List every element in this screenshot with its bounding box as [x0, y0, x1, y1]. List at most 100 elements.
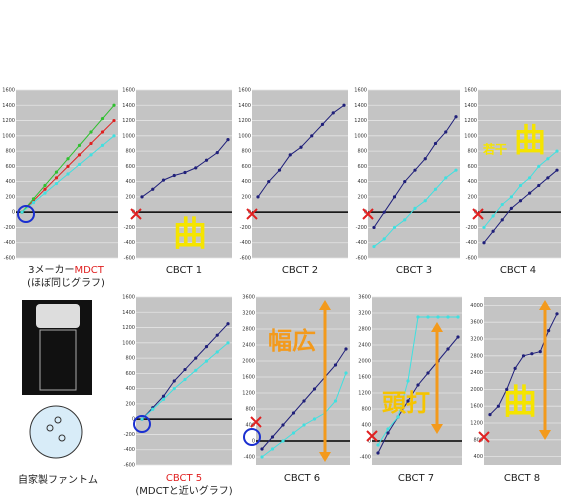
data-point — [426, 371, 429, 374]
y-tick-label: 1200 — [122, 325, 135, 331]
data-point — [482, 226, 485, 229]
data-point — [216, 350, 219, 353]
data-point — [416, 315, 419, 318]
annotation: 若干 — [482, 142, 507, 157]
data-point — [140, 195, 143, 198]
data-point — [260, 455, 263, 458]
slide: 自家製ファントム 3メーカーMDCT (ほぼ同じグラフ) CBCT 1 CBCT… — [0, 0, 561, 499]
title-part: 3メーカー — [28, 264, 74, 276]
data-point — [321, 123, 324, 126]
data-point — [32, 197, 35, 200]
data-point — [32, 201, 35, 204]
data-point — [267, 180, 270, 183]
y-tick-label: 800 — [245, 407, 255, 413]
y-tick-label: -400 — [124, 447, 135, 453]
data-point — [151, 408, 154, 411]
y-tick-label: 1200 — [354, 118, 367, 124]
data-point — [173, 379, 176, 382]
data-point — [66, 157, 69, 160]
data-point — [434, 188, 437, 191]
data-point — [20, 211, 23, 214]
plot-area — [478, 90, 561, 258]
data-point — [482, 241, 485, 244]
annotation: 曲 — [503, 383, 537, 423]
data-point — [216, 334, 219, 337]
data-point — [537, 184, 540, 187]
data-point — [205, 159, 208, 162]
data-point — [334, 399, 337, 402]
y-tick-label: 1200 — [2, 118, 15, 124]
data-point — [278, 169, 281, 172]
data-point — [216, 151, 219, 154]
data-point — [522, 354, 525, 357]
data-point — [501, 218, 504, 221]
y-tick-label: 1600 — [470, 404, 483, 410]
chart-title: CBCT 7 — [398, 473, 434, 484]
y-tick-label: 3600 — [358, 295, 371, 301]
data-point — [256, 195, 259, 198]
y-tick-label: 400 — [241, 179, 251, 185]
data-point — [344, 347, 347, 350]
data-point — [89, 142, 92, 145]
annotation: 曲 — [173, 215, 207, 255]
data-point — [313, 417, 316, 420]
y-tick-label: 1600 — [238, 88, 251, 94]
y-tick-label: 800 — [241, 149, 251, 155]
y-tick-label: 1600 — [354, 88, 367, 94]
y-tick-label: 1400 — [122, 103, 135, 109]
data-point — [55, 182, 58, 185]
data-point — [376, 451, 379, 454]
data-point — [173, 174, 176, 177]
y-tick-label: 1600 — [122, 88, 135, 94]
phantom-photo — [36, 304, 80, 328]
y-tick-label: 600 — [5, 164, 15, 170]
chart-title: CBCT 6 — [284, 473, 320, 484]
data-point — [403, 180, 406, 183]
data-point — [406, 379, 409, 382]
data-point — [55, 170, 58, 173]
data-point — [310, 134, 313, 137]
y-tick-label: 1400 — [122, 310, 135, 316]
y-tick-label: 1200 — [238, 118, 251, 124]
data-point — [555, 312, 558, 315]
y-tick-label: 400 — [125, 386, 135, 392]
y-tick-label: -200 — [466, 225, 477, 231]
chart-title: CBCT 3 — [396, 265, 432, 276]
data-point — [546, 157, 549, 160]
data-point — [497, 405, 500, 408]
data-point — [112, 134, 115, 137]
data-point — [112, 104, 115, 107]
chart-title: 3メーカーMDCT — [28, 264, 105, 276]
y-tick-label: 3600 — [242, 295, 255, 301]
y-tick-label: -600 — [4, 256, 15, 262]
y-tick-label: 1200 — [470, 421, 483, 427]
y-tick-label: 0 — [12, 210, 15, 216]
data-point — [424, 157, 427, 160]
data-point — [510, 207, 513, 210]
y-tick-label: -400 — [356, 240, 367, 246]
data-point — [519, 199, 522, 202]
data-point — [101, 144, 104, 147]
data-point — [492, 214, 495, 217]
data-point — [546, 176, 549, 179]
data-point — [101, 117, 104, 120]
data-point — [162, 398, 165, 401]
data-point — [289, 153, 292, 156]
chart-title: CBCT 1 — [166, 265, 202, 276]
chart-title: CBCT 2 — [282, 265, 318, 276]
data-point — [89, 130, 92, 133]
y-tick-label: 1400 — [464, 103, 477, 109]
y-tick-label: -400 — [240, 240, 251, 246]
y-tick-label: 1600 — [2, 88, 15, 94]
y-tick-label: 2000 — [470, 387, 483, 393]
data-point — [43, 184, 46, 187]
y-tick-label: -600 — [124, 463, 135, 469]
y-tick-label: 800 — [125, 356, 135, 362]
y-tick-label: 600 — [125, 164, 135, 170]
data-point — [528, 191, 531, 194]
data-point — [416, 383, 419, 386]
phantom-caption: 自家製ファントム — [18, 473, 98, 486]
data-point — [434, 142, 437, 145]
y-tick-label: -200 — [124, 225, 135, 231]
data-point — [292, 411, 295, 414]
